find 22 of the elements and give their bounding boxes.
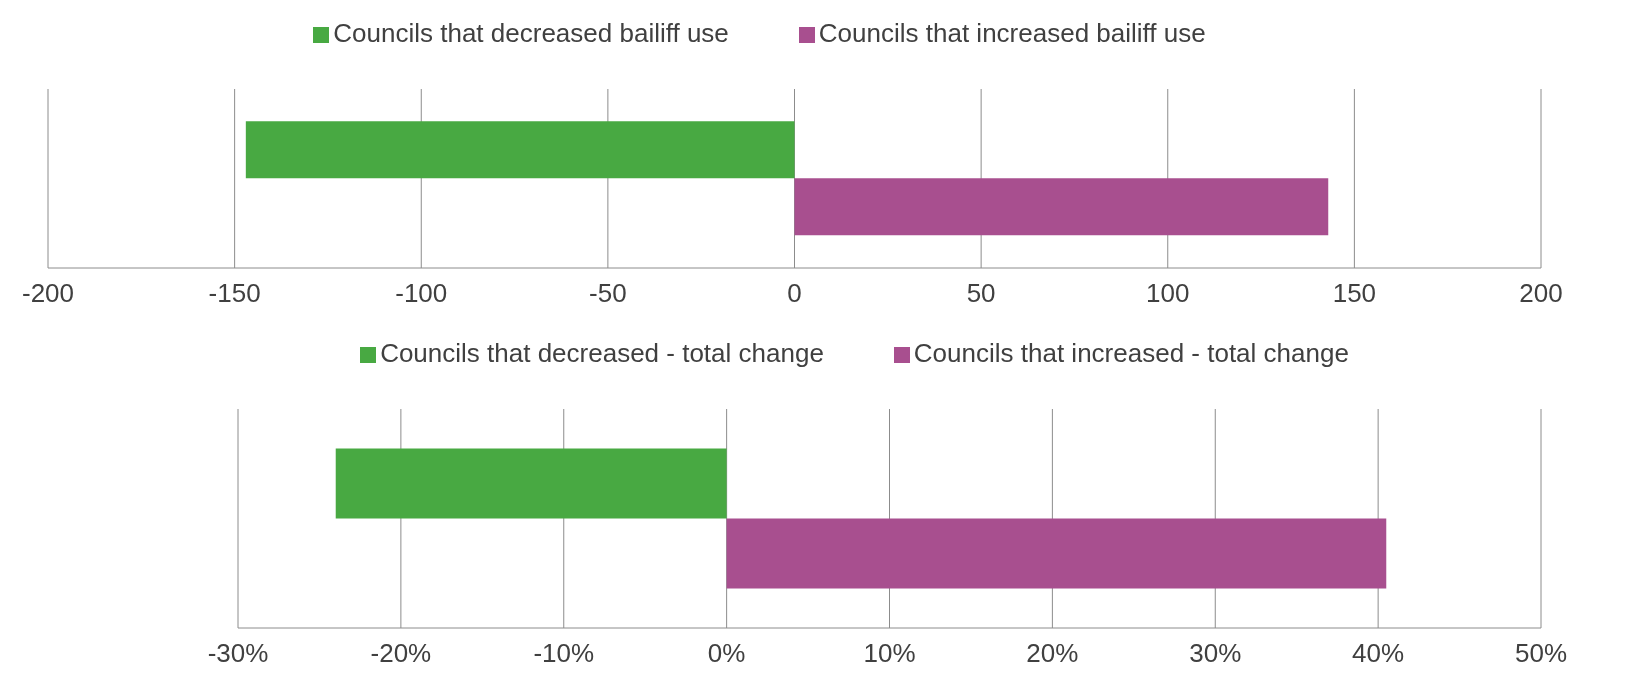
legend-label: Councils that increased bailiff use — [818, 18, 1206, 48]
legend-label: Councils that increased - total change — [913, 338, 1349, 368]
x-tick-label: -150 — [208, 278, 261, 309]
x-tick-label: -30% — [207, 638, 269, 669]
x-tick-label: 200 — [1519, 278, 1563, 309]
x-tick-label: 40% — [1352, 638, 1405, 669]
x-tick-label: 50% — [1514, 638, 1568, 669]
x-tick-label: -100 — [395, 278, 448, 309]
legend-label: Councils that decreased - total change — [380, 338, 824, 368]
x-tick-label: 100 — [1146, 278, 1190, 309]
x-tick-label: 50 — [966, 278, 996, 309]
x-tick-label: -20% — [370, 638, 432, 669]
x-tick-label: -10% — [533, 638, 595, 669]
x-tick-label: 10% — [863, 638, 916, 669]
legend-label: Councils that decreased bailiff use — [333, 18, 729, 48]
x-tick-label: 20% — [1026, 638, 1079, 669]
x-tick-label: 0 — [787, 278, 802, 309]
x-tick-label: -200 — [21, 278, 75, 309]
x-tick-label: -50 — [589, 278, 627, 309]
x-tick-label: 0% — [707, 638, 746, 669]
x-tick-label: 150 — [1332, 278, 1377, 309]
x-tick-label: 30% — [1189, 638, 1242, 669]
